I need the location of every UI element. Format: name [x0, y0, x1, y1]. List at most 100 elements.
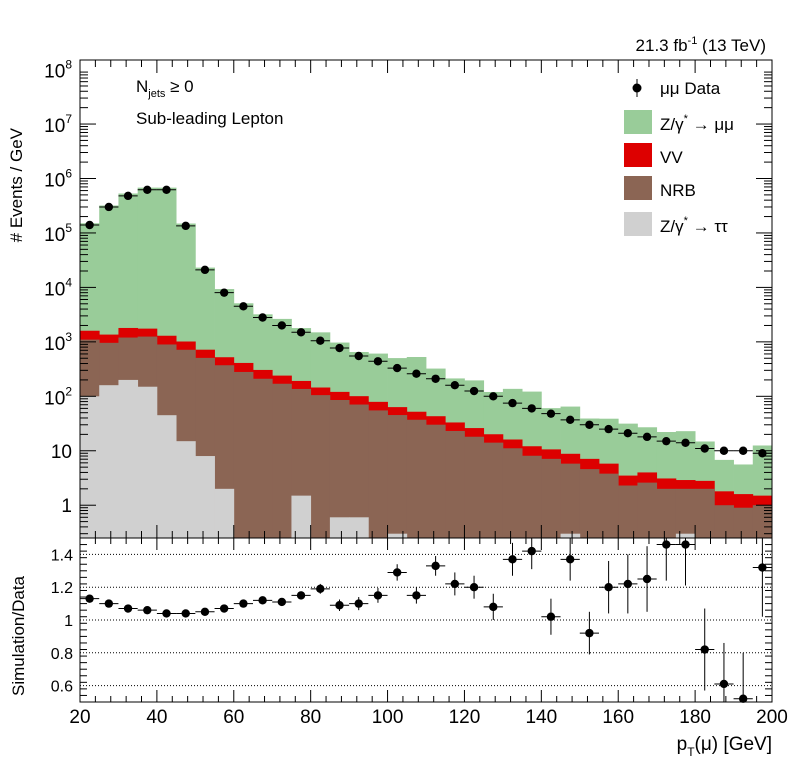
bar-nrb-13	[329, 399, 350, 538]
ratio-y-tick-label: 1.2	[51, 580, 73, 597]
x-axis-label: pT(μ) [GeV]	[677, 734, 772, 759]
bar-nrb-21	[483, 442, 504, 538]
bar-nrb-31	[675, 488, 696, 538]
ratio-y-axis-label: Simulation/Data	[9, 575, 28, 696]
legend-data-marker	[632, 83, 642, 93]
bar-nrb-10	[272, 383, 292, 538]
legend-item-nrb: NRB	[624, 176, 696, 200]
bar-ztt-31	[675, 533, 696, 538]
ratio-x-ticks: 20 40 60 80 100 120 140 160 180 200	[69, 538, 788, 728]
bar-nrb-17	[406, 419, 427, 538]
bar-nrb-16	[387, 415, 408, 538]
bar-ztt-1	[99, 385, 119, 538]
data-point-29	[637, 432, 657, 442]
ratio-point-0	[80, 594, 100, 603]
bar-nrb-20	[464, 436, 485, 538]
main-y-tick-label: 106	[44, 166, 72, 191]
ratio-point-17	[406, 587, 426, 604]
main-data-points	[80, 185, 772, 458]
bar-nrb-29	[637, 482, 658, 538]
data-point-1	[99, 202, 119, 212]
legend-label-data: μμ Data	[660, 79, 721, 98]
bar-nrb-34	[733, 507, 754, 538]
ratio-point-1	[99, 599, 119, 608]
ratio-point-4	[156, 609, 177, 618]
ratio-point-14	[349, 597, 369, 611]
bar-nrb-9	[253, 378, 273, 538]
data-point-2	[118, 191, 138, 201]
data-point-3	[137, 185, 157, 195]
x-tick-label: 120	[449, 707, 481, 728]
legend: μμ Data Z/γ* → μμ VV NRB Z/γ* → ττ	[624, 79, 734, 236]
ratio-point-2	[118, 604, 138, 613]
data-point-7	[214, 288, 234, 297]
njets-annotation: Njets ≥ 0	[136, 77, 194, 100]
bar-nrb-12	[310, 395, 331, 538]
legend-label-vv: VV	[660, 148, 683, 167]
ratio-y-ticks: 0.6 0.8 1 1.2 1.4	[51, 537, 772, 703]
bar-ztt-0	[80, 396, 100, 538]
data-point-34	[733, 446, 753, 455]
bar-nrb-23	[522, 455, 542, 538]
x-tick-label: 100	[372, 707, 404, 728]
ratio-frame	[79, 537, 773, 703]
bar-nrb-30	[656, 488, 677, 538]
lumi-label: 21.3 fb-1 (13 TeV)	[636, 35, 766, 55]
ratio-point-32	[695, 608, 715, 691]
main-y-tick-label: 102	[44, 384, 72, 409]
data-point-4	[156, 185, 177, 195]
ratio-point-19	[445, 572, 465, 596]
bar-ztt-6	[195, 456, 215, 538]
main-y-tick-label: 105	[44, 221, 72, 246]
x-tick-label: 60	[223, 707, 244, 728]
data-point-32	[695, 444, 715, 453]
data-point-5	[176, 221, 196, 231]
ratio-point-13	[329, 599, 350, 611]
ratio-point-15	[368, 588, 388, 603]
x-tick-label: 140	[525, 707, 557, 728]
data-point-9	[253, 313, 273, 322]
main-x-ticks	[79, 60, 773, 538]
legend-label-nrb: NRB	[660, 181, 696, 200]
ratio-point-18	[426, 556, 446, 576]
ratio-point-29	[637, 546, 657, 612]
bar-nrb-27	[599, 473, 619, 538]
bar-nrb-18	[426, 424, 446, 538]
data-point-26	[579, 420, 599, 429]
legend-item-vv: VV	[624, 143, 683, 167]
ratio-point-16	[387, 564, 407, 581]
stacked-histogram	[80, 187, 773, 539]
legend-swatch-nrb	[624, 176, 652, 200]
bar-ztt-7	[214, 488, 235, 538]
data-point-13	[329, 343, 350, 353]
bar-ztt-3	[137, 386, 158, 538]
bar-nrb-28	[618, 485, 638, 538]
main-y-tick-label: 108	[44, 58, 72, 83]
data-point-12	[310, 336, 330, 345]
ratio-point-34	[733, 652, 753, 703]
ratio-panel: 20 40 60 80 100 120 140 160 180 200 0.6 0.8 1 1.2 1.4…	[9, 537, 788, 759]
main-y-tick-label: 1	[61, 496, 72, 517]
ratio-point-22	[502, 542, 523, 576]
ratio-point-28	[618, 554, 638, 614]
data-point-23	[522, 404, 542, 413]
bar-nrb-8	[233, 371, 254, 538]
ratio-point-30	[656, 538, 676, 581]
bar-ztt-25	[560, 533, 581, 538]
data-point-30	[656, 436, 676, 446]
x-tick-label: 160	[602, 707, 634, 728]
data-point-18	[426, 374, 446, 383]
data-point-33	[714, 446, 734, 455]
legend-item-zmm: Z/γ* → μμ	[624, 110, 734, 134]
ratio-point-11	[291, 591, 311, 600]
ratio-point-23	[522, 538, 542, 570]
ratio-point-12	[310, 583, 330, 594]
main-y-tick-label: 103	[44, 330, 72, 355]
ratio-y-tick-label: 1	[64, 613, 73, 630]
bar-ztt-14	[349, 517, 369, 538]
data-point-8	[233, 302, 253, 311]
data-point-28	[618, 429, 638, 438]
data-point-0	[80, 220, 100, 230]
